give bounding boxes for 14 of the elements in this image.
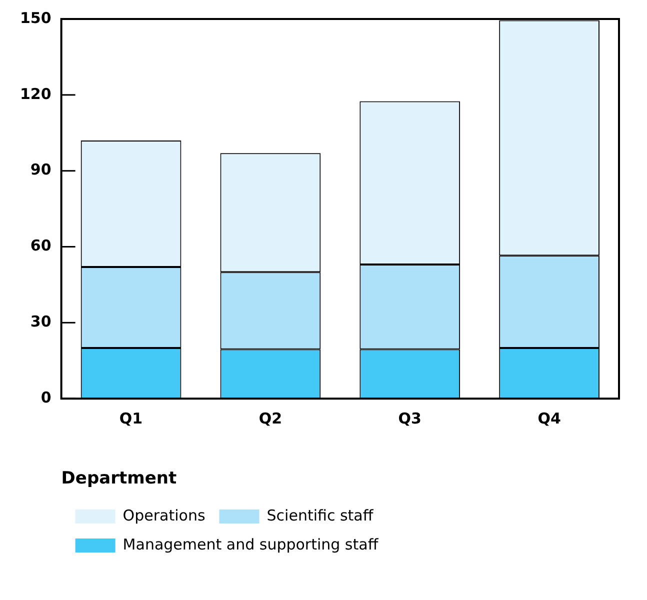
legend-label: Management and supporting staff [122,535,379,554]
y-tick-label: 90 [30,160,52,179]
y-tick-label: 150 [20,8,52,27]
y-tick-label: 0 [40,388,52,406]
x-tick-label: Q3 [398,409,422,428]
legend-label: Operations [122,506,206,524]
y-tick-label: 30 [30,312,52,331]
y-tick-label: 60 [30,236,52,255]
x-tick-label: Q2 [258,409,282,428]
x-tick-label: Q1 [119,409,143,428]
legend-title: Department [61,468,177,489]
x-tick-label: Q4 [538,409,561,428]
legend-label: Scientific staff [266,506,374,524]
y-tick-label: 120 [20,84,52,103]
